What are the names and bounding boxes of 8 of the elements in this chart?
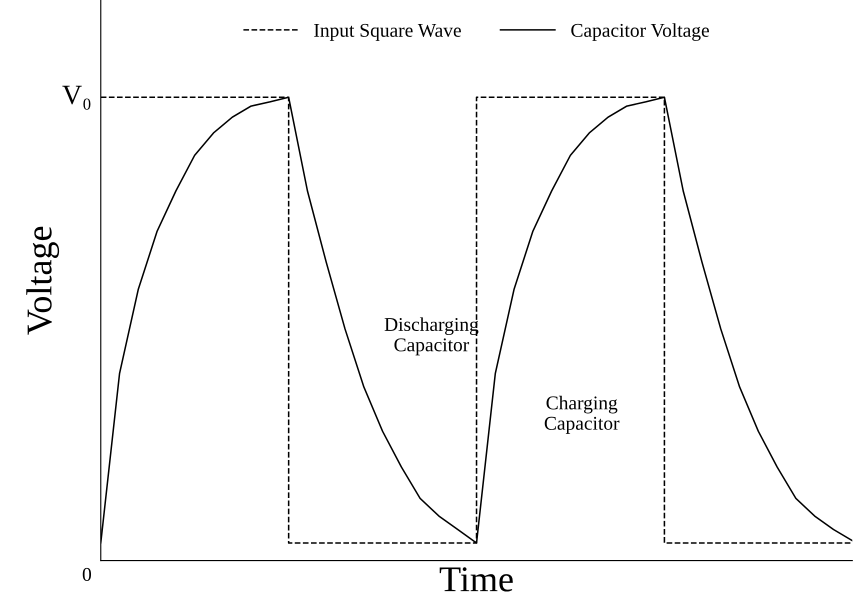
annotation: Charging Capacitor — [544, 396, 620, 434]
x-axis-title: Time — [440, 567, 513, 592]
text: V₀ — [62, 86, 90, 110]
annotation: Discharging Capacitor — [384, 317, 478, 356]
legend-label: Input Square Wave — [314, 24, 461, 41]
y-axis-title: Voltage — [26, 226, 60, 335]
text: 0 — [82, 568, 92, 581]
legend-label: Capacitor Voltage — [571, 23, 709, 41]
